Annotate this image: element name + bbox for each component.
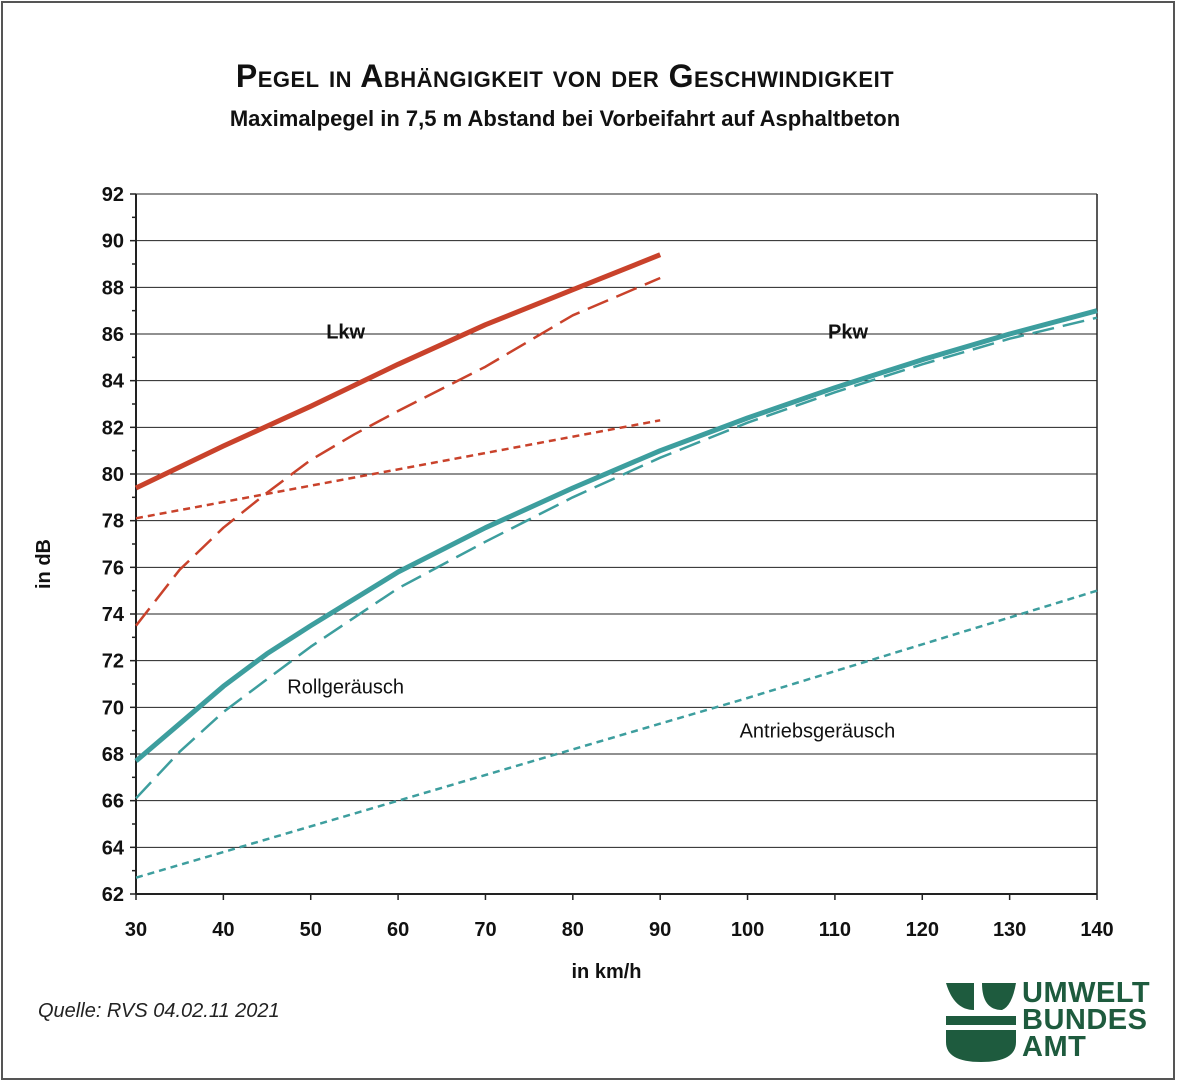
annotation-label: Antriebsgeräusch	[740, 721, 896, 743]
axes	[130, 193, 1098, 900]
series-line-lkw-dashed	[135, 276, 661, 627]
series-line-lkw-dotted	[135, 419, 661, 520]
labels: 62 64 66 68 70 72 74 76 78 80 82 84 86 88 90 92 30 40 50 60…	[33, 184, 1114, 983]
y-tick-label: 74	[102, 604, 125, 626]
annotation-label: Rollgeräusch	[287, 676, 404, 698]
y-tick-label: 72	[102, 651, 124, 673]
y-tick-label: 90	[102, 231, 124, 253]
y-tick-label: 82	[102, 417, 124, 439]
x-tick-label: 60	[387, 919, 409, 941]
x-tick-label: 120	[906, 919, 939, 941]
line-chart: 62 64 66 68 70 72 74 76 78 80 82 84 86 88 90 92 30 40 50 60…	[33, 184, 1114, 983]
y-axis-title: in dB	[33, 539, 55, 589]
x-tick-label: 30	[125, 919, 147, 941]
y-tick-label: 62	[102, 884, 124, 906]
x-tick-label: 80	[562, 919, 584, 941]
chart-title: Pegel in Abhängigkeit von der Geschwindi…	[235, 58, 895, 94]
logo-line-2: BUNDES	[1022, 1004, 1148, 1036]
y-tick-label: 70	[102, 697, 124, 719]
logo-line-3: AMT	[1022, 1031, 1087, 1063]
y-tick-label: 68	[102, 744, 124, 766]
y-tick-label: 86	[102, 324, 124, 346]
logo-mark-icon	[946, 983, 1016, 1062]
y-tick-label: 64	[102, 837, 125, 859]
x-tick-label: 50	[300, 919, 322, 941]
source-note: Quelle: RVS 04.02.11 2021	[38, 1000, 280, 1022]
chart-subtitle: Maximalpegel in 7,5 m Abstand bei Vorbei…	[229, 106, 901, 131]
x-tick-label: 70	[474, 919, 496, 941]
x-tick-label: 100	[731, 919, 764, 941]
y-tick-label: 84	[102, 371, 125, 393]
y-tick-label: 80	[102, 464, 124, 486]
logo-text: UMWELT BUNDES AMT	[1022, 977, 1151, 1063]
series-lines	[134, 252, 1098, 879]
y-tick-label: 76	[102, 557, 124, 579]
umweltbundesamt-logo: UMWELT BUNDES AMT	[946, 977, 1156, 1065]
y-tick-label: 78	[102, 511, 124, 533]
y-tick-label: 66	[102, 791, 124, 813]
series-line-pkw-solid	[134, 308, 1098, 763]
series-line-lkw-solid	[134, 252, 662, 491]
x-tick-label: 40	[212, 919, 234, 941]
y-tick-label: 88	[102, 277, 124, 299]
x-tick-label: 140	[1080, 919, 1113, 941]
gridlines	[136, 193, 1097, 848]
x-tick-label: 130	[993, 919, 1026, 941]
x-tick-label: 110	[819, 919, 851, 941]
x-axis-title: in km/h	[571, 961, 641, 983]
annotation-label: Pkw	[828, 322, 868, 344]
series-line-pkw-dashed	[135, 316, 1098, 800]
x-tick-label: 90	[649, 919, 671, 941]
y-tick-label: 92	[102, 184, 124, 206]
logo-line-1: UMWELT	[1022, 977, 1151, 1009]
series-line-pkw-dotted	[135, 589, 1098, 879]
annotation-label: Lkw	[326, 322, 365, 344]
